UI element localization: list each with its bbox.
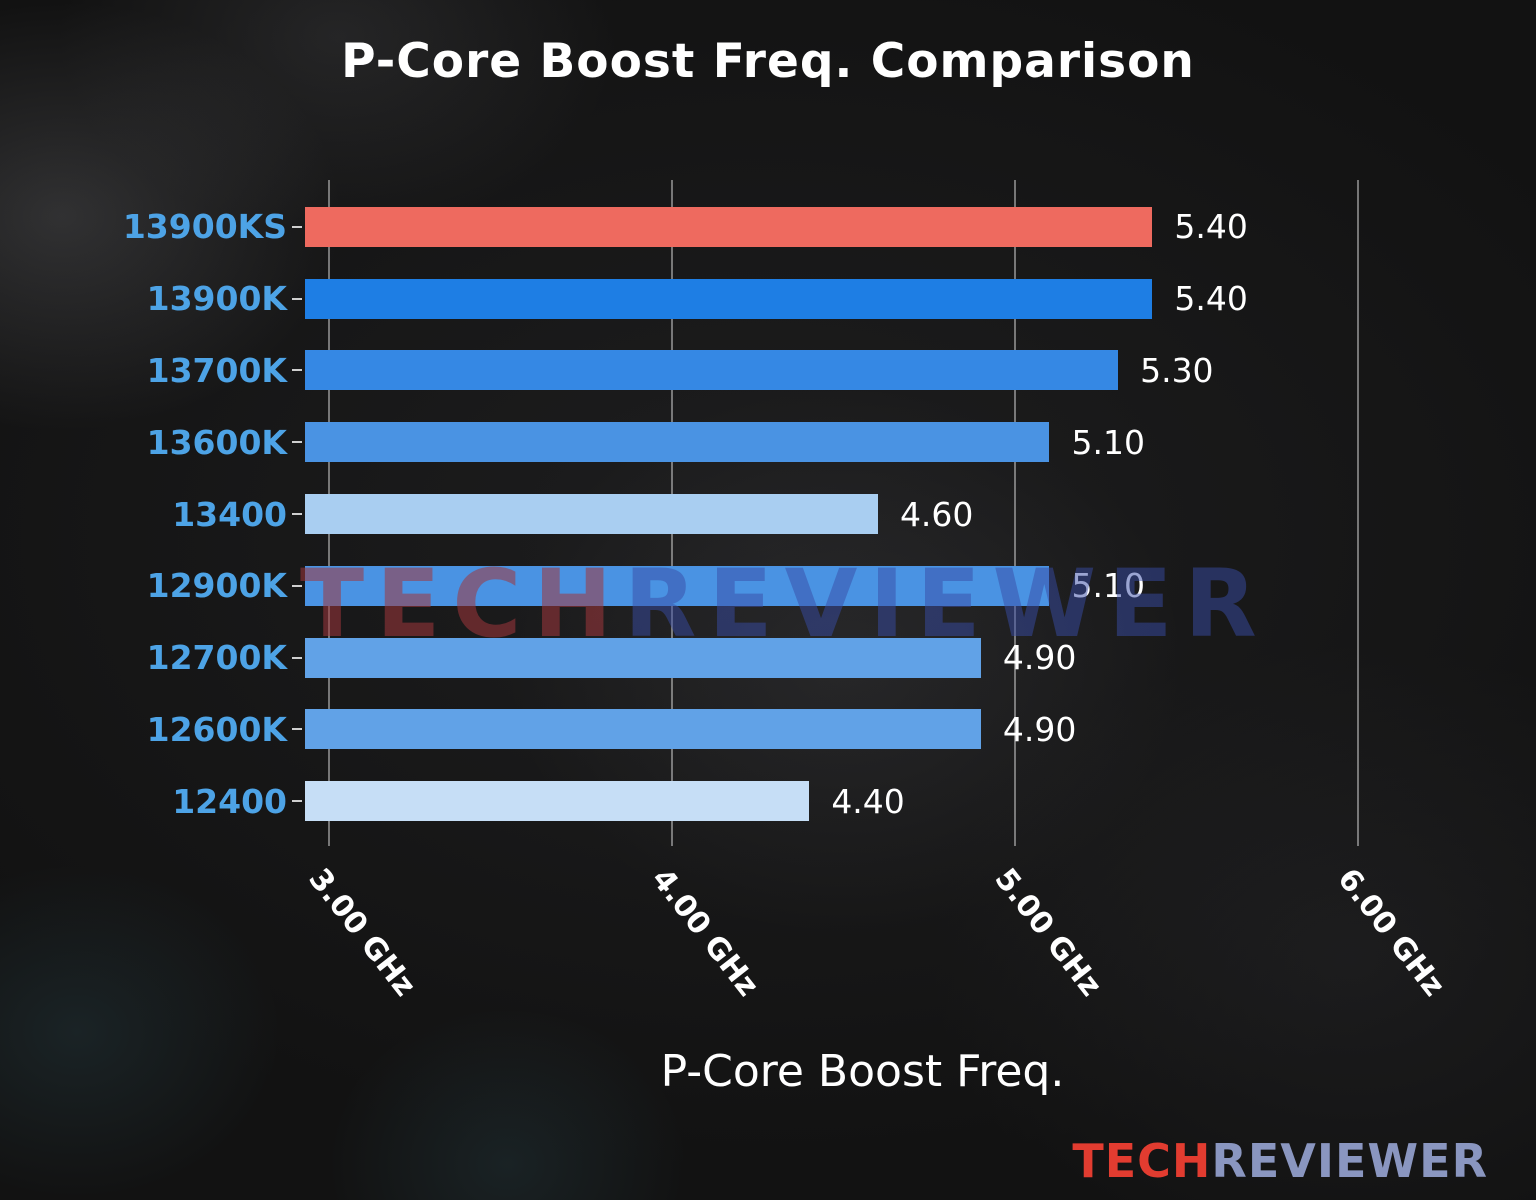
bar-13700K [305,350,1119,391]
brand-logo: TECHREVIEWER [1072,1134,1488,1188]
value-label: 4.90 [1002,638,1077,678]
x-tick-label: 3.00 GHz [301,862,423,1004]
watermark-reviewer: REVIEWER [624,550,1269,659]
chart-row: 13900K 5.40 [0,263,1420,335]
bar-track: 4.60 [292,478,1420,550]
value-label: 5.10 [1071,566,1145,606]
category-label: 13600K [146,422,287,462]
x-axis-label: P-Core Boost Freq. [660,1046,1065,1097]
x-tick-label: 6.00 GHz [1330,862,1452,1004]
bar-12900K [305,565,1050,606]
value-label: 5.30 [1140,350,1214,390]
bar-track: 4.40 [292,765,1420,837]
chart-row: 12900K 5.10 [0,550,1420,622]
bar-track: 5.40 [292,191,1420,263]
chart-row: 13600K 5.10 [0,406,1420,478]
chart-title: P-Core Boost Freq. Comparison [341,34,1195,89]
value-label: 4.40 [831,781,905,821]
watermark-tech: TECH [300,550,624,659]
gridline [1357,180,1360,846]
category-label: 12600K [146,709,287,749]
bar-track: 5.10 [292,550,1420,622]
category-label: 13900KS [122,207,287,247]
gridline [1014,180,1017,846]
logo-tech: TECH [1072,1134,1212,1188]
value-label: 4.60 [899,494,974,534]
chart-row: 12700K 4.90 [0,622,1420,694]
category-label: 12700K [146,638,287,678]
chart-rows: 13900KS 5.40 13900K 5.40 13700K 5.30 13600K 5.1… [0,191,1420,837]
bar-13900K [305,278,1153,319]
category-label: 13700K [146,350,287,390]
bar-track: 5.40 [292,263,1420,335]
bar-chart: 13900KS 5.40 13900K 5.40 13700K 5.30 13600K 5.1… [0,180,1536,846]
bar-12700K [305,637,981,678]
bar-13900KS [305,206,1153,247]
chart-row: 13400 4.60 [0,478,1420,550]
bar-track: 4.90 [292,693,1420,765]
logo-reviewer: REVIEWER [1211,1134,1488,1188]
value-label: 5.40 [1174,207,1248,247]
value-label: 5.40 [1174,279,1248,319]
chart-row: 13700K 5.30 [0,335,1420,407]
x-tick-label: 4.00 GHz [644,862,766,1004]
value-label: 5.10 [1071,422,1145,462]
chart-row: 12400 4.40 [0,765,1420,837]
watermark: TECHREVIEWER [300,550,1269,659]
category-label: 12900K [146,566,287,606]
bar-track: 4.90 [292,622,1420,694]
bar-track: 5.30 [292,335,1420,407]
bar-13600K [305,422,1050,463]
category-label: 13400 [172,494,287,534]
chart-row: 13900KS 5.40 [0,191,1420,263]
bar-12600K [305,709,981,750]
category-label: 13900K [146,279,287,319]
x-tick-label: 5.00 GHz [987,862,1109,1004]
bar-12400 [305,781,810,822]
chart-row: 12600K 4.90 [0,693,1420,765]
value-label: 4.90 [1002,709,1077,749]
bar-track: 5.10 [292,406,1420,478]
category-label: 12400 [172,781,287,821]
bar-13400 [305,494,878,535]
